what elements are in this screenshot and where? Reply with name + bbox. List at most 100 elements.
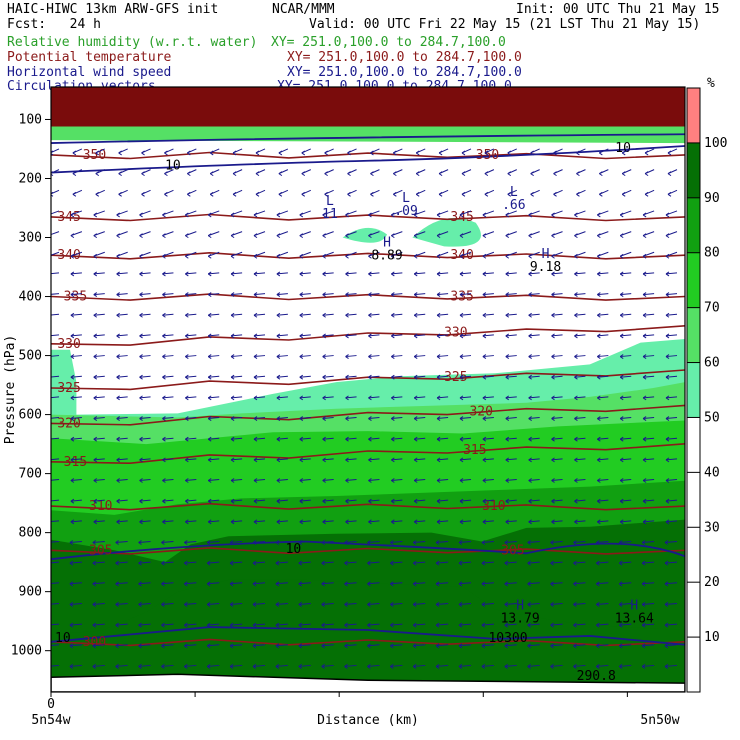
wind-vector-head: [551, 271, 555, 277]
wind-vector-head: [412, 664, 417, 669]
wind-vector: [414, 396, 426, 399]
wind-vector: [161, 664, 174, 667]
theta-label-310: 310: [89, 499, 112, 514]
wind-vector: [230, 561, 243, 564]
y-tick-label-100: 100: [19, 112, 42, 127]
wind-vector: [368, 520, 380, 523]
wind-vector: [252, 664, 266, 667]
wind-vector: [276, 520, 288, 523]
wind-vector: [51, 293, 60, 295]
wind-vector: [597, 355, 609, 358]
wind-vector: [573, 623, 586, 626]
wind-vector-head: [436, 271, 441, 277]
wind-vector-head: [299, 333, 304, 339]
wind-vector-head: [70, 457, 75, 463]
wind-vector: [116, 355, 128, 358]
wind-vector-head: [299, 312, 304, 318]
wind-vector: [253, 520, 266, 523]
wind-vector: [664, 644, 678, 647]
wind-vector-head: [209, 191, 214, 197]
wind-vector-head: [667, 191, 672, 197]
wind-vector-head: [93, 253, 98, 259]
wind-vector-head: [253, 416, 258, 421]
wind-vector-head: [482, 212, 487, 218]
wind-vector: [162, 355, 174, 358]
wind-vector-head: [115, 560, 119, 566]
wind-vector-head: [459, 519, 464, 525]
wind-vector-head: [184, 540, 188, 545]
wind-vector-head: [642, 212, 647, 218]
wind-vector: [276, 334, 288, 337]
wind-vector-head: [138, 622, 142, 628]
wind-vector: [230, 540, 243, 543]
wind-vector-head: [345, 333, 349, 339]
wind-vector-head: [413, 436, 418, 442]
wind-vector-head: [664, 560, 669, 566]
wind-vector: [527, 644, 540, 647]
wind-vector-head: [116, 271, 120, 277]
wind-vector: [643, 313, 655, 316]
wind-vector: [368, 334, 380, 337]
wind-vector-head: [93, 292, 98, 298]
wind-vector: [253, 355, 266, 358]
wind-vector: [345, 293, 357, 296]
rh-fill-layer: [51, 87, 685, 692]
wind-vector-head: [665, 519, 670, 525]
wind-vector-head: [619, 212, 624, 218]
wind-vector: [322, 396, 334, 399]
wind-vector: [459, 334, 472, 337]
wind-vector-head: [393, 150, 397, 156]
wind-vector-head: [207, 416, 212, 421]
wind-vector: [275, 602, 288, 605]
wind-vector: [573, 540, 586, 543]
wind-vector: [391, 479, 403, 482]
wind-vector: [528, 313, 540, 316]
wind-vector-head: [252, 643, 257, 649]
wind-vector-head: [229, 581, 234, 587]
wind-vector-head: [276, 333, 281, 339]
wind-vector: [597, 520, 609, 523]
wind-vector-head: [229, 540, 234, 545]
wind-vector-head: [504, 602, 509, 607]
rh-blob-1: [342, 227, 388, 243]
wind-vector-head: [597, 436, 601, 442]
wind-vector-head: [345, 374, 349, 380]
fcst-label: Fcst: 24 h: [7, 17, 101, 32]
wind-vector-head: [47, 582, 50, 586]
wind-vector: [596, 664, 609, 667]
wind-vector: [69, 644, 82, 647]
wind-vector-head: [276, 253, 281, 259]
wind-vector-head: [345, 271, 349, 277]
wind-vector: [574, 272, 586, 275]
wind-vector: [208, 313, 220, 316]
wind-vector-head: [528, 457, 532, 463]
wind-vector: [93, 417, 105, 420]
wind-vector: [299, 437, 311, 440]
wind-vector: [551, 479, 563, 482]
field-rh-name: Relative humidity (w.r.t. water): [7, 35, 258, 50]
wind-vector-head: [618, 622, 623, 628]
wind-vector: [185, 293, 197, 296]
wind-vector: [184, 561, 197, 564]
wind-vector-head: [573, 560, 577, 566]
wind-vector: [459, 417, 472, 420]
wind-vector-head: [162, 271, 166, 277]
wind-vector-head: [458, 540, 463, 545]
wind-vector-head: [597, 519, 601, 525]
theta-label-335: 335: [64, 290, 87, 305]
y-axis-label: Pressure (hPa): [3, 335, 18, 445]
wind-vector: [551, 272, 563, 275]
field-theta-xy: XY= 251.0,100.0 to 284.7,100.0: [287, 50, 522, 65]
wind-vector: [344, 664, 357, 667]
wind-vector-head: [413, 395, 418, 401]
wind-vector-head: [551, 333, 555, 339]
wind-vector: [528, 375, 540, 378]
wind-vector: [528, 437, 540, 440]
wind-vector: [51, 602, 60, 605]
wind-vector: [482, 313, 494, 316]
wind-vector: [51, 561, 60, 564]
wind-vector: [391, 334, 403, 337]
wind-vector: [276, 479, 288, 482]
wind-vector-head: [93, 271, 98, 277]
